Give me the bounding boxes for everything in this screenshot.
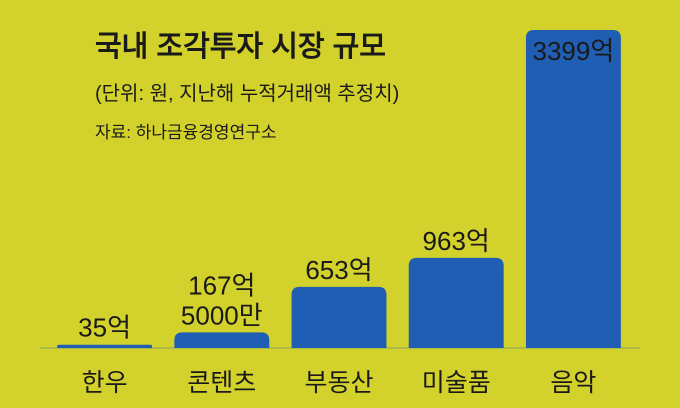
value-label: 653억 (305, 255, 372, 285)
x-tick-label: 미술품 (422, 369, 491, 397)
bar (57, 344, 153, 348)
x-tick-label: 한우 (82, 369, 128, 397)
chart-subtitle: (단위: 원, 지난해 누적거래액 추정치) (95, 82, 399, 105)
value-label: 963억 (423, 226, 490, 256)
x-tick-label: 음악 (550, 369, 596, 397)
bar (291, 286, 387, 348)
value-label: 35억 (78, 313, 131, 343)
value-label: 3399억 (533, 36, 615, 66)
bar (525, 30, 621, 348)
bar (408, 257, 504, 348)
x-tick-label: 콘텐츠 (187, 369, 256, 397)
value-label: 167억 5000만 (181, 270, 263, 330)
chart-title: 국내 조각투자 시장 규모 (95, 30, 386, 63)
source: 자료: 하나금융경영연구소 (95, 123, 277, 142)
x-tick-label: 부동산 (304, 369, 373, 397)
bar (174, 332, 270, 348)
